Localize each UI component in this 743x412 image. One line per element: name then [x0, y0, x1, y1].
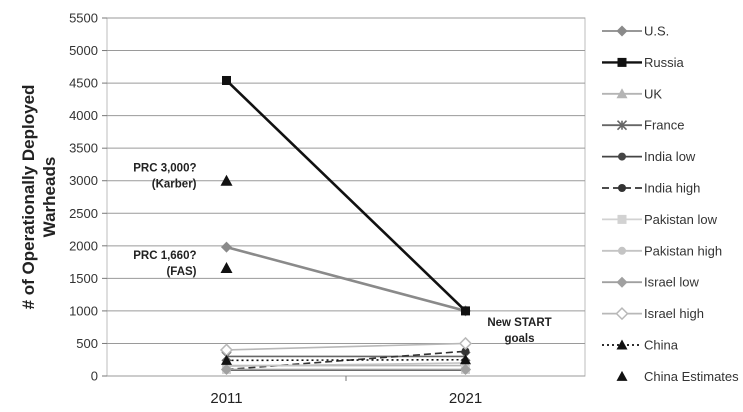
y-axis-title-text: # of Operationally Deployed Warheads: [19, 85, 59, 310]
legend-item: India low: [602, 149, 696, 164]
y-tick-label: 4000: [69, 108, 98, 123]
data-point: [221, 363, 232, 375]
legend-marker: [616, 120, 628, 131]
legend-label: India low: [644, 149, 696, 164]
legend-marker: [616, 276, 628, 288]
annotation-line: PRC 3,000?: [133, 163, 196, 175]
legend-marker: [618, 246, 626, 255]
data-point: [461, 306, 470, 316]
legend-label: UK: [644, 86, 662, 101]
legend-item: Pakistan high: [602, 243, 722, 258]
legend-label: France: [644, 118, 684, 133]
legend-item: UK: [602, 86, 662, 101]
legend-marker: [615, 307, 629, 321]
legend-label: Pakistan low: [644, 212, 718, 227]
legend-marker: [617, 57, 627, 67]
legend-label: Pakistan high: [644, 243, 722, 258]
y-tick-label: 0: [91, 369, 98, 384]
data-point: [461, 347, 470, 356]
legend-item: China: [602, 338, 679, 353]
annotation: PRC 3,000? (Karber): [133, 163, 196, 191]
series-china: [221, 354, 471, 365]
series-line: [226, 358, 466, 362]
y-tick-label: 500: [76, 336, 98, 351]
y-tick-label: 3500: [69, 141, 98, 156]
legend-marker: [617, 214, 627, 224]
legend-marker: [616, 25, 628, 37]
annotation-line: goals: [504, 333, 534, 345]
y-tick-label: 3000: [69, 173, 98, 188]
series-line: [225, 79, 467, 312]
legend-label: Israel low: [644, 275, 700, 290]
legend-label: Israel high: [644, 306, 704, 321]
x-tick-label: 2021: [449, 390, 482, 407]
annotation-line: New START: [487, 317, 551, 329]
y-tick-label: 1500: [69, 271, 98, 286]
legend-label: U.S.: [644, 24, 669, 39]
y-tick-label: 5000: [69, 43, 98, 58]
legend-label: China: [644, 338, 679, 353]
series-china-estimates: [220, 174, 233, 273]
data-point: [221, 241, 232, 253]
series-russia: [222, 75, 470, 316]
y-tick-label: 5500: [69, 11, 98, 26]
series-line: [226, 245, 466, 313]
y-axis-title: # of Operationally Deployed Warheads: [19, 85, 59, 310]
annotation: PRC 1,660? (FAS): [133, 250, 196, 278]
y-tick-label: 1000: [69, 303, 98, 318]
legend-marker: [618, 184, 626, 192]
data-point: [460, 363, 471, 375]
legend-label: India high: [644, 181, 700, 196]
x-tick-label: 2011: [210, 390, 242, 407]
legend-marker: [616, 88, 628, 99]
data-point: [222, 75, 231, 85]
annotation-line: (FAS): [166, 266, 196, 278]
data-point: [458, 336, 473, 351]
annotation-line: PRC 1,660?: [133, 250, 196, 262]
data-point: [460, 354, 471, 365]
legend-item: France: [602, 118, 684, 133]
y-tick-label: 4500: [69, 76, 98, 91]
y-tick-label: 2000: [69, 238, 98, 253]
y-tick-label: 2500: [69, 206, 98, 221]
series-israel-high: [219, 336, 473, 357]
series-pakistan-high: [222, 358, 470, 371]
legend-item: India high: [602, 181, 700, 196]
legend-item: Pakistan low: [602, 212, 718, 227]
series-israel-low: [221, 363, 471, 375]
legend-item: China Estimates: [616, 369, 739, 384]
legend-label: Russia: [644, 55, 685, 70]
data-point: [219, 343, 234, 357]
legend-marker: [616, 370, 628, 381]
data-point: [220, 261, 233, 273]
legend-marker: [618, 152, 626, 161]
series-line: [226, 362, 466, 368]
legend-item: Israel low: [602, 275, 700, 290]
annotation: New START goals: [487, 317, 551, 345]
legend-item: Russia: [602, 55, 685, 70]
series-line: [226, 342, 466, 351]
legend-item: Israel high: [602, 306, 704, 321]
legend-label: China Estimates: [644, 369, 739, 384]
data-point: [221, 354, 232, 365]
legend-marker: [616, 339, 628, 350]
data-point: [220, 174, 233, 186]
annotation-line: (Karber): [152, 179, 197, 191]
legend-item: U.S.: [602, 24, 669, 39]
